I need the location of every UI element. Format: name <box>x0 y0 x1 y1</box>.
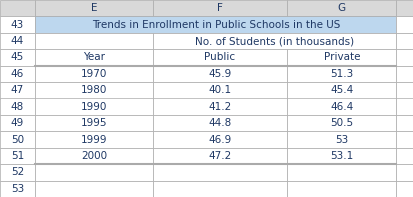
Bar <box>396 98 413 115</box>
Bar <box>287 49 396 66</box>
Text: 1980: 1980 <box>81 85 107 95</box>
Text: 46: 46 <box>11 69 24 79</box>
Text: 53: 53 <box>11 184 24 194</box>
Bar <box>396 181 413 197</box>
Bar <box>287 148 396 164</box>
Bar <box>287 0 396 16</box>
Text: Private: Private <box>323 52 360 62</box>
Bar <box>153 66 287 82</box>
Text: 46.4: 46.4 <box>330 102 354 112</box>
Bar <box>396 131 413 148</box>
Bar <box>396 164 413 181</box>
Bar <box>287 131 396 148</box>
Text: 46.9: 46.9 <box>208 135 232 145</box>
Text: 1970: 1970 <box>81 69 107 79</box>
Bar <box>153 181 287 197</box>
Bar <box>35 82 153 98</box>
Bar <box>0 16 35 33</box>
Text: Year: Year <box>83 52 105 62</box>
Bar <box>153 82 287 98</box>
Bar <box>153 49 287 66</box>
Bar <box>35 98 153 115</box>
Text: 41.2: 41.2 <box>208 102 232 112</box>
Text: 51.3: 51.3 <box>330 69 354 79</box>
Text: 50.5: 50.5 <box>330 118 353 128</box>
Bar <box>396 49 413 66</box>
Bar <box>0 148 35 164</box>
Text: Trends in Enrollment in Public Schools in the US: Trends in Enrollment in Public Schools i… <box>92 20 340 30</box>
Bar <box>35 131 153 148</box>
Text: G: G <box>338 3 346 13</box>
Bar <box>396 0 413 16</box>
Bar <box>35 148 153 164</box>
Text: 44: 44 <box>11 36 24 46</box>
Text: 40.1: 40.1 <box>209 85 231 95</box>
Bar <box>153 98 287 115</box>
Text: 44.8: 44.8 <box>208 118 232 128</box>
Bar <box>35 49 153 66</box>
Bar <box>0 82 35 98</box>
Bar <box>0 131 35 148</box>
Text: No. of Students (in thousands): No. of Students (in thousands) <box>195 36 354 46</box>
Text: 2000: 2000 <box>81 151 107 161</box>
Bar <box>0 181 35 197</box>
Bar <box>0 49 35 66</box>
Bar <box>287 66 396 82</box>
Bar <box>287 164 396 181</box>
Bar <box>287 82 396 98</box>
Bar <box>396 148 413 164</box>
Bar <box>153 164 287 181</box>
Bar <box>0 115 35 131</box>
Bar <box>287 115 396 131</box>
Bar <box>153 148 287 164</box>
Text: 1999: 1999 <box>81 135 107 145</box>
Text: 1990: 1990 <box>81 102 107 112</box>
Bar <box>35 66 153 82</box>
Text: 1995: 1995 <box>81 118 107 128</box>
Text: 51: 51 <box>11 151 24 161</box>
Bar <box>153 131 287 148</box>
Bar <box>153 0 287 16</box>
Bar <box>287 98 396 115</box>
Text: 52: 52 <box>11 167 24 177</box>
Bar <box>396 82 413 98</box>
Bar <box>35 181 153 197</box>
Text: 45.4: 45.4 <box>330 85 354 95</box>
Bar <box>35 164 153 181</box>
Bar <box>0 164 35 181</box>
Text: 48: 48 <box>11 102 24 112</box>
Bar <box>396 115 413 131</box>
Text: 45.9: 45.9 <box>208 69 232 79</box>
Text: 50: 50 <box>11 135 24 145</box>
Text: E: E <box>91 3 97 13</box>
Text: 47: 47 <box>11 85 24 95</box>
Bar <box>35 33 153 49</box>
Bar <box>35 16 396 33</box>
Bar <box>0 33 35 49</box>
Bar <box>287 181 396 197</box>
Bar <box>0 66 35 82</box>
Text: Public: Public <box>204 52 235 62</box>
Text: 45: 45 <box>11 52 24 62</box>
Text: F: F <box>217 3 223 13</box>
Bar <box>153 33 396 49</box>
Text: 53: 53 <box>335 135 349 145</box>
Text: 43: 43 <box>11 20 24 30</box>
Bar <box>0 0 35 16</box>
Text: 49: 49 <box>11 118 24 128</box>
Bar <box>153 115 287 131</box>
Text: 47.2: 47.2 <box>208 151 232 161</box>
Text: 53.1: 53.1 <box>330 151 354 161</box>
Bar <box>35 0 153 16</box>
Bar <box>35 115 153 131</box>
Bar <box>0 98 35 115</box>
Bar <box>396 33 413 49</box>
Bar <box>396 66 413 82</box>
Bar <box>396 16 413 33</box>
